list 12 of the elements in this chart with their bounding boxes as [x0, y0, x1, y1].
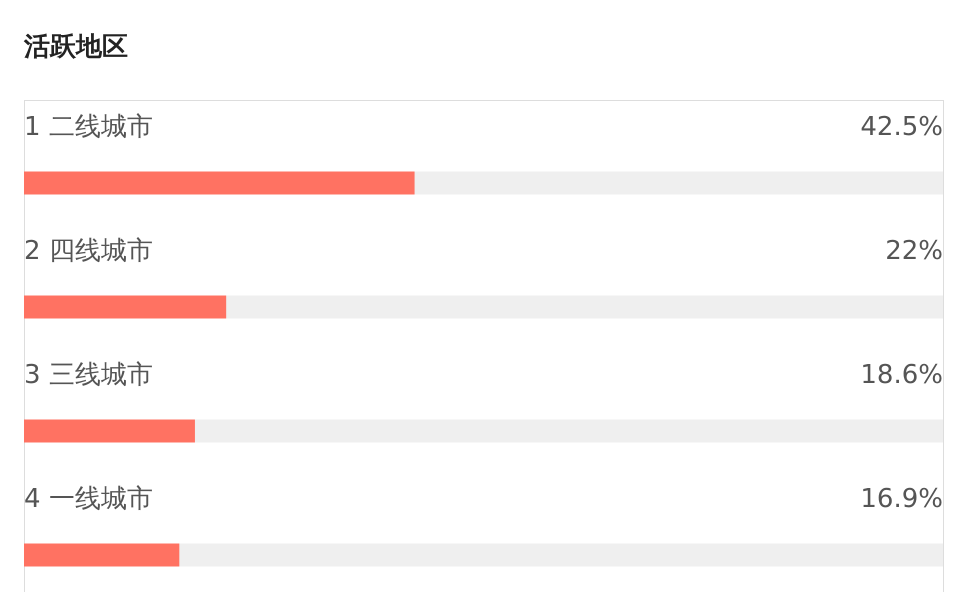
- data-label: 22%: [885, 236, 943, 266]
- bar: [24, 420, 195, 442]
- data-label: 18.6%: [860, 360, 943, 390]
- chart-title: 活跃地区: [23, 32, 128, 62]
- data-label: 16.9%: [860, 484, 943, 514]
- y-tick-label: 3 三线城市: [24, 360, 153, 390]
- y-tick-label: 4 一线城市: [24, 484, 153, 514]
- y-tick-label: 1 二线城市: [24, 112, 153, 142]
- y-tick-label: 2 四线城市: [24, 236, 153, 266]
- data-label: 42.5%: [860, 112, 943, 142]
- bar: [24, 296, 226, 318]
- bar: [24, 544, 180, 566]
